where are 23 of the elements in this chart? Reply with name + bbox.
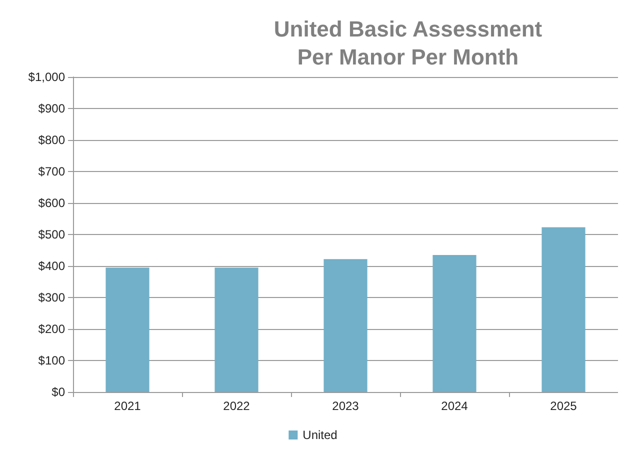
x-tick-label: 2022 [223, 399, 250, 413]
x-tick-label: 2024 [441, 399, 468, 413]
x-tick-label: 2025 [550, 399, 578, 413]
chart-title: United Basic Assessment Per Manor Per Month [274, 16, 543, 70]
x-tick-label: 2021 [114, 399, 142, 413]
y-tick-label: $800 [38, 133, 66, 147]
bar [432, 254, 476, 392]
y-tick-label: $1,000 [28, 70, 66, 84]
legend-label: United [302, 428, 338, 442]
y-tick-label: $600 [38, 196, 66, 210]
y-tick-label: $100 [38, 354, 66, 368]
y-tick-label: $400 [38, 259, 66, 273]
bar [542, 227, 586, 392]
x-tick-label: 2023 [332, 399, 360, 413]
y-tick-label: $0 [52, 385, 66, 399]
bar [324, 259, 368, 392]
y-tick-label: $500 [38, 228, 66, 242]
y-tick-label: $200 [38, 322, 66, 336]
y-tick-label: $900 [38, 102, 66, 116]
bar [106, 268, 150, 392]
y-tick-label: $300 [38, 290, 66, 304]
bar [214, 268, 258, 392]
y-tick-label: $700 [38, 164, 66, 178]
